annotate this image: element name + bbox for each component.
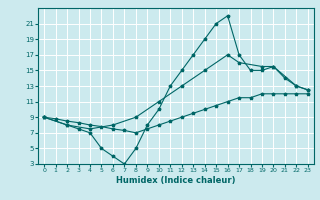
X-axis label: Humidex (Indice chaleur): Humidex (Indice chaleur) — [116, 176, 236, 185]
